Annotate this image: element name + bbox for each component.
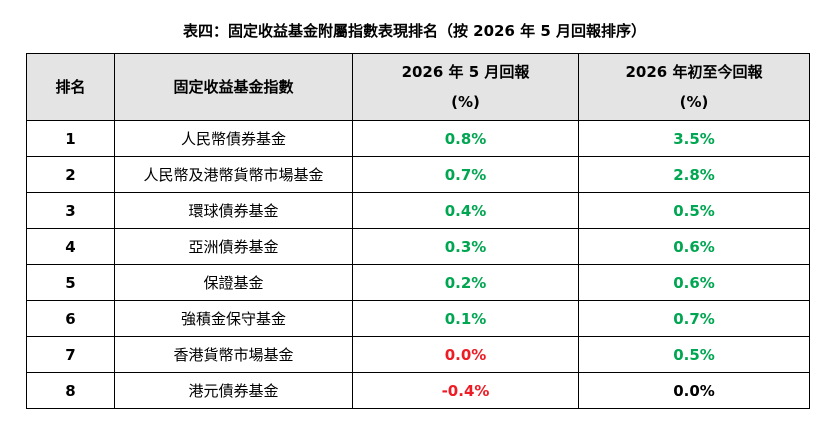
header-index-name: 固定收益基金指數: [114, 53, 353, 121]
index-name-cell: 環球債券基金: [114, 192, 353, 229]
header-may-return-label: 2026 年 5 月回報: [401, 63, 530, 81]
may-return-cell: 0.4%: [352, 192, 579, 229]
table-row: 7 香港貨幣市場基金 0.0% 0.5%: [26, 336, 810, 373]
header-ytd-return: 2026 年初至今回報 (%): [578, 53, 810, 121]
may-return-cell: 0.8%: [352, 120, 579, 157]
may-return-cell: 0.1%: [352, 300, 579, 337]
rank-cell: 7: [26, 336, 115, 373]
ytd-return-cell: 0.5%: [578, 336, 810, 373]
may-return-cell: 0.2%: [352, 264, 579, 301]
table-row: 8 港元債券基金 -0.4% 0.0%: [26, 372, 810, 409]
may-return-cell: -0.4%: [352, 372, 579, 409]
may-return-cell: 0.0%: [352, 336, 579, 373]
header-ytd-return-label: 2026 年初至今回報: [625, 63, 763, 81]
index-name-cell: 強積金保守基金: [114, 300, 353, 337]
rank-cell: 8: [26, 372, 115, 409]
rank-cell: 3: [26, 192, 115, 229]
ytd-return-cell: 0.6%: [578, 228, 810, 265]
header-may-return-unit: (%): [451, 93, 480, 111]
ytd-return-cell: 0.0%: [578, 372, 810, 409]
may-return-cell: 0.3%: [352, 228, 579, 265]
rank-cell: 5: [26, 264, 115, 301]
rank-cell: 2: [26, 156, 115, 193]
table-row: 2 人民幣及港幣貨幣市場基金 0.7% 2.8%: [26, 156, 810, 193]
index-name-cell: 香港貨幣市場基金: [114, 336, 353, 373]
header-may-return: 2026 年 5 月回報 (%): [352, 53, 579, 121]
index-name-cell: 港元債券基金: [114, 372, 353, 409]
table-title: 表四：固定收益基金附屬指數表現排名（按 2026 年 5 月回報排序）: [182, 22, 647, 40]
header-ytd-return-unit: (%): [679, 93, 709, 111]
table-row: 4 亞洲債券基金 0.3% 0.6%: [26, 228, 810, 265]
header-rank: 排名: [26, 53, 115, 121]
fund-ranking-table: 排名 固定收益基金指數 2026 年 5 月回報 (%) 2026 年初至今回報…: [26, 53, 810, 409]
index-name-cell: 保證基金: [114, 264, 353, 301]
rank-cell: 6: [26, 300, 115, 337]
ytd-return-cell: 2.8%: [578, 156, 810, 193]
index-name-cell: 人民幣及港幣貨幣市場基金: [114, 156, 353, 193]
ytd-return-cell: 3.5%: [578, 120, 810, 157]
table-row: 6 強積金保守基金 0.1% 0.7%: [26, 300, 810, 337]
table-row: 5 保證基金 0.2% 0.6%: [26, 264, 810, 301]
may-return-cell: 0.7%: [352, 156, 579, 193]
rank-cell: 1: [26, 120, 115, 157]
table-row: 3 環球債券基金 0.4% 0.5%: [26, 192, 810, 229]
ytd-return-cell: 0.5%: [578, 192, 810, 229]
table-header-row: 排名 固定收益基金指數 2026 年 5 月回報 (%) 2026 年初至今回報…: [26, 53, 810, 121]
rank-cell: 4: [26, 228, 115, 265]
ytd-return-cell: 0.6%: [578, 264, 810, 301]
index-name-cell: 人民幣債券基金: [114, 120, 353, 157]
table-row: 1 人民幣債券基金 0.8% 3.5%: [26, 120, 810, 157]
ytd-return-cell: 0.7%: [578, 300, 810, 337]
index-name-cell: 亞洲債券基金: [114, 228, 353, 265]
